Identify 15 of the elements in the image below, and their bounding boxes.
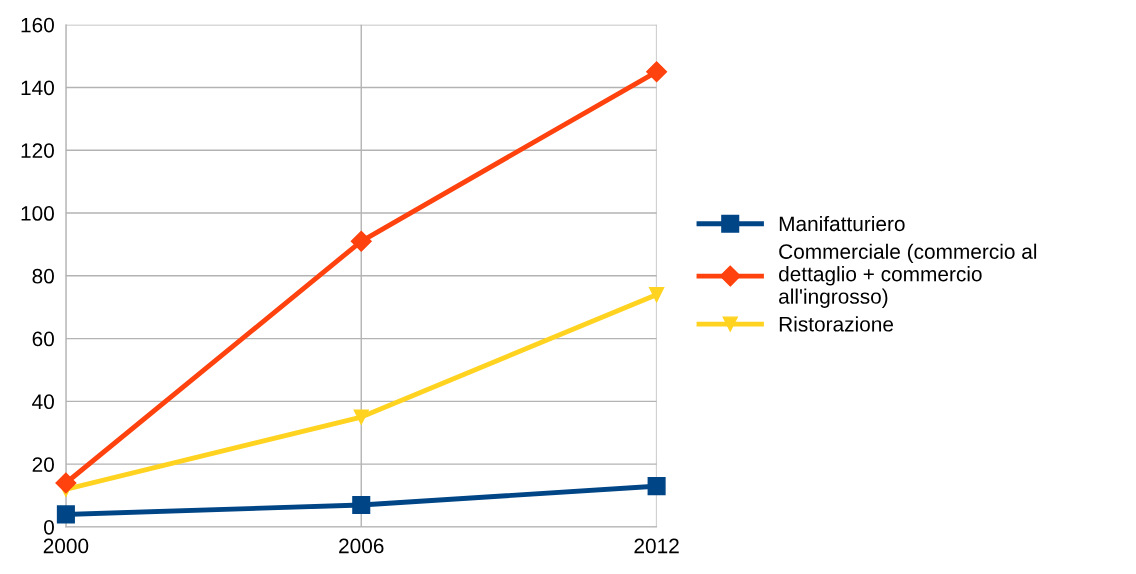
x-tick-label: 2006 xyxy=(339,538,384,554)
legend-label: Manifatturiero xyxy=(779,215,905,232)
y-tick-label: 80 xyxy=(32,268,54,284)
y-tick-label: 140 xyxy=(21,80,54,96)
legend-label: Commerciale (commercio al dettaglio + commercio all'ingrosso) xyxy=(779,243,1037,308)
y-tick-label: 120 xyxy=(21,143,54,158)
y-tick-label: 40 xyxy=(32,394,54,410)
y-tick-label: 20 xyxy=(32,457,54,472)
y-tick-label: 160 xyxy=(21,17,54,33)
y-tick-label: 60 xyxy=(32,331,54,347)
legend-label: Ristorazione xyxy=(779,316,894,332)
x-tick-label: 2000 xyxy=(43,538,89,554)
y-tick-label: 0 xyxy=(44,519,54,535)
x-tick-label: 2012 xyxy=(634,538,679,554)
y-tick-label: 100 xyxy=(21,206,54,221)
